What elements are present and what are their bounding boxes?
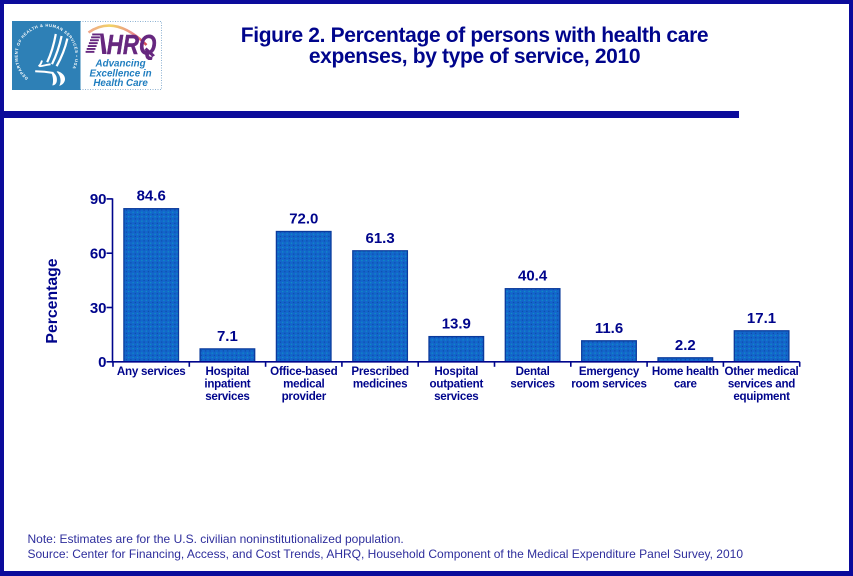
svg-text:72.0: 72.0 [289, 211, 318, 228]
svg-text:services: services [434, 390, 478, 403]
svg-text:61.3: 61.3 [365, 230, 394, 247]
svg-text:60: 60 [90, 246, 107, 263]
svg-text:Prescribed: Prescribed [351, 365, 409, 378]
svg-text:services and: services and [728, 378, 795, 391]
svg-text:7.1: 7.1 [217, 328, 238, 345]
svg-text:Dental: Dental [516, 365, 550, 378]
svg-text:Percentage: Percentage [44, 258, 61, 343]
svg-text:Hospital: Hospital [434, 365, 478, 378]
svg-text:13.9: 13.9 [442, 316, 471, 333]
svg-text:0: 0 [98, 354, 106, 371]
svg-text:equipment: equipment [733, 390, 790, 403]
svg-text:medical: medical [283, 378, 324, 391]
svg-text:provider: provider [282, 390, 327, 403]
svg-text:outpatient: outpatient [430, 378, 484, 391]
svg-text:Hospital: Hospital [206, 365, 250, 378]
svg-text:room services: room services [571, 378, 646, 391]
svg-text:Advancing: Advancing [95, 59, 146, 70]
svg-text:inpatient: inpatient [204, 378, 250, 391]
svg-text:services: services [510, 378, 554, 391]
svg-text:services: services [205, 390, 249, 403]
svg-text:Emergency: Emergency [579, 365, 640, 378]
svg-text:HRQ: HRQ [107, 29, 157, 60]
svg-text:Office-based: Office-based [270, 365, 337, 378]
svg-text:care: care [674, 378, 698, 391]
svg-text:40.4: 40.4 [518, 268, 548, 285]
svg-text:30: 30 [90, 300, 107, 317]
svg-text:Health Care: Health Care [93, 78, 148, 89]
svg-text:Home health: Home health [652, 365, 719, 378]
svg-text:Other medical: Other medical [724, 365, 798, 378]
svg-text:Excellence in: Excellence in [90, 68, 152, 79]
svg-text:Any services: Any services [117, 365, 186, 378]
svg-text:11.6: 11.6 [595, 320, 623, 337]
svg-text:medicines: medicines [353, 378, 407, 391]
svg-text:90: 90 [90, 191, 107, 208]
svg-text:2.2: 2.2 [675, 337, 696, 354]
svg-text:17.1: 17.1 [747, 310, 776, 327]
svg-text:84.6: 84.6 [137, 188, 166, 205]
